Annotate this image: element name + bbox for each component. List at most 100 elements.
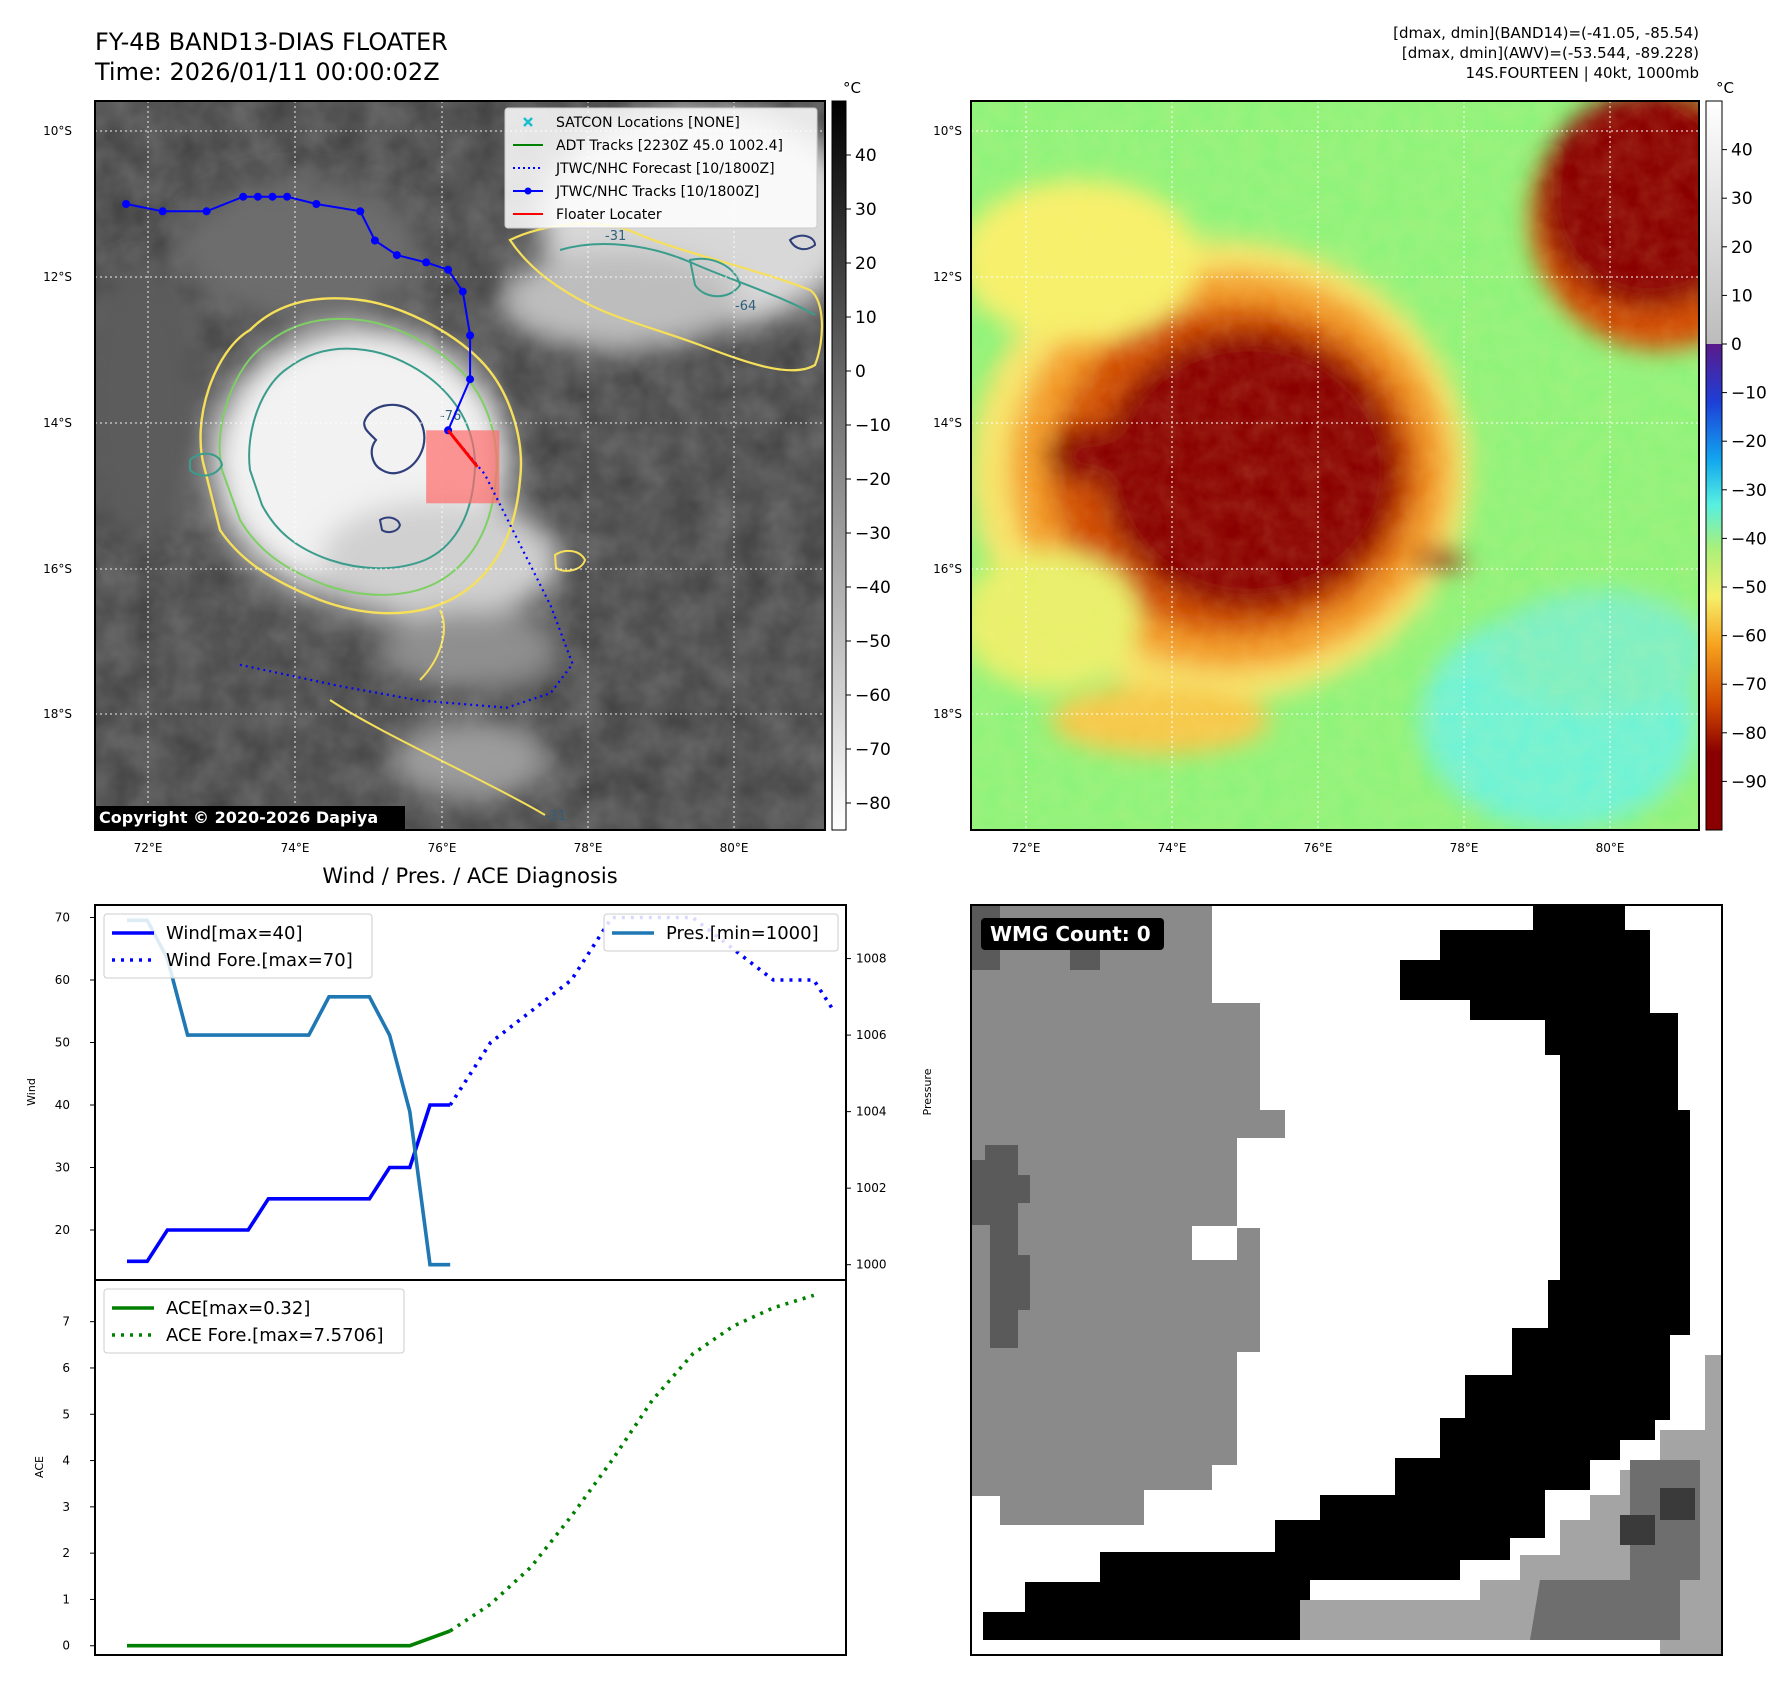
track-point [466,375,475,384]
colorbar-tick-label: 10 [855,308,877,328]
y-tick-label: 2 [62,1546,70,1560]
colorbar-tick-label: 10 [1731,286,1753,306]
awv-range: [dmax, dmin](AWV)=(-53.544, -89.228) [1402,44,1699,62]
colorbar-tick-label: −80 [855,794,891,814]
wind-axis-ticks: 20 30 40 50 60 70 [55,911,95,1237]
colorbar-tick-label: −90 [1731,772,1767,792]
y-tick-label: 30 [55,1161,70,1175]
colorbar-tick-label: −30 [855,524,891,544]
ir-lon-labels: 72°E 74°E 76°E 78°E 80°E [134,841,749,855]
pressure-axis-label: Pressure [921,1068,934,1115]
ace-chart: 0 1 2 3 4 5 6 7 ACE ACE[max=0.32] ACE Fore.[max=… [33,1279,847,1656]
lon-label: 74°E [281,841,310,855]
awv-colorbar-ticks: 40 30 20 10 0 −10 −20 −30 −40 −50 −60 −70 −80 −90 [1722,141,1767,792]
wmg-cell-white [1192,1226,1237,1260]
y-tick-label: 6 [62,1361,70,1375]
colorbar-tick-label: −20 [1731,432,1767,452]
colorbar-tick-label: −70 [1731,675,1767,695]
track-point [239,192,248,201]
ir-legend: SATCON Locations [NONE] ADT Tracks [2230Z… [504,107,818,229]
ace-axis-ticks: 0 1 2 3 4 5 6 7 [62,1315,95,1653]
colorbar-tick-label: −50 [1731,578,1767,598]
ir-legend-item: JTWC/NHC Tracks [10/1800Z] [513,184,759,200]
colorbar-tick-label: −20 [855,470,891,490]
colorbar-tick-label: 40 [1731,141,1753,161]
pressure-axis-ticks: 1000 1002 1004 1006 1008 [846,952,887,1272]
wind-axis-label: Wind [25,1078,38,1106]
colorbar-tick-label: −60 [1731,627,1767,647]
lon-label: 72°E [134,841,163,855]
contour-label: -76 [440,409,461,424]
colorbar-tick-label: −70 [855,740,891,760]
y-tick-label: 70 [55,911,70,925]
ace-series [127,1629,451,1648]
satcon-marker-icon [523,117,533,127]
copyright-text: Copyright © 2020-2026 Dapiya [99,808,378,827]
ir-legend-item: ADT Tracks [2230Z 45.0 1002.4] [513,138,783,154]
figure-title: FY-4B BAND13-DIAS FLOATER [95,28,448,56]
ace-axis-label: ACE [33,1456,46,1478]
colorbar-tick-label: 40 [855,146,877,166]
lat-label: 12°S [43,270,72,284]
chart-legend-label: ACE[max=0.32] [166,1298,310,1319]
track-point [422,258,431,267]
ir-cloud-field [95,110,825,800]
wmg-cell-black [983,905,1690,1640]
wmg-frame [970,904,1723,1656]
chart-legend-box [103,913,373,979]
lon-label: 76°E [1304,841,1333,855]
colorbar-tick-label: −30 [1731,481,1767,501]
colorbar-tick-label: 0 [1731,335,1742,355]
legend-label: ADT Tracks [2230Z 45.0 1002.4] [556,138,783,154]
lon-label: 80°E [1596,841,1625,855]
colorbar-tick-label: 30 [855,200,877,220]
ir-panel: -31 -64 -76 -31 Copyright [43,79,891,855]
awv-colorbar-frame [1705,100,1723,831]
lat-label: 18°S [43,707,72,721]
lat-label: 16°S [43,562,72,576]
awv-lat-labels: 10°S 12°S 14°S 16°S 18°S [933,124,962,721]
track-point [283,192,292,201]
lat-label: 18°S [933,707,962,721]
colorbar-tick-label: 30 [1731,189,1753,209]
colorbar-tick-label: −50 [855,632,891,652]
lon-label: 78°E [574,841,603,855]
ir-colorbar-unit: °C [843,79,861,97]
awv-frame [970,100,1700,831]
y-tick-label: 3 [62,1500,70,1514]
track-point [268,192,277,201]
lat-label: 14°S [933,416,962,430]
wind-pressure-chart: 20 30 40 50 60 70 1000 1002 1004 1006 1008 Wind P… [25,904,934,1281]
wind-forecast-series [448,915,836,1106]
lon-label: 76°E [428,841,457,855]
colorbar-tick-label: −60 [855,686,891,706]
awv-texture [971,101,1699,830]
y-tick-label: 0 [62,1639,70,1653]
wmg-count-badge [981,918,1164,950]
wmg-cell-dark [971,1145,1030,1348]
track-point [356,207,365,216]
wmg-cell-darker [1620,1515,1655,1545]
wmg-panel: WMG Count: 0 [970,904,1723,1656]
legend-label: JTWC/NHC Tracks [10/1800Z] [555,184,759,200]
ir-colorbar-ticks: 40 30 20 10 0 −10 −20 −30 −40 −50 −60 −70 −80 [846,146,891,814]
legend-label: Floater Locater [556,207,662,223]
track-point [458,287,467,296]
chart-legend-label: Wind[max=40] [166,923,303,944]
wmg-cell-white [1690,905,1722,985]
colorbar-tick-label: −40 [1731,529,1767,549]
floater-box [426,430,500,504]
lat-label: 14°S [43,416,72,430]
awv-lon-labels: 72°E 74°E 76°E 78°E 80°E [1012,841,1625,855]
storm-info: 14S.FOURTEEN | 40kt, 1000mb [1465,64,1699,82]
lat-label: 16°S [933,562,962,576]
chart-legend-box [103,1288,405,1354]
contour-label: -31 [605,229,626,244]
copyright-box [95,806,405,830]
awv-colorbar-cold [1706,344,1722,830]
wmg-cell-gray [971,905,1285,1525]
track-point [253,192,262,201]
diagnosis-title: Wind / Pres. / ACE Diagnosis [322,864,617,888]
colorbar-tick-label: −80 [1731,724,1767,744]
